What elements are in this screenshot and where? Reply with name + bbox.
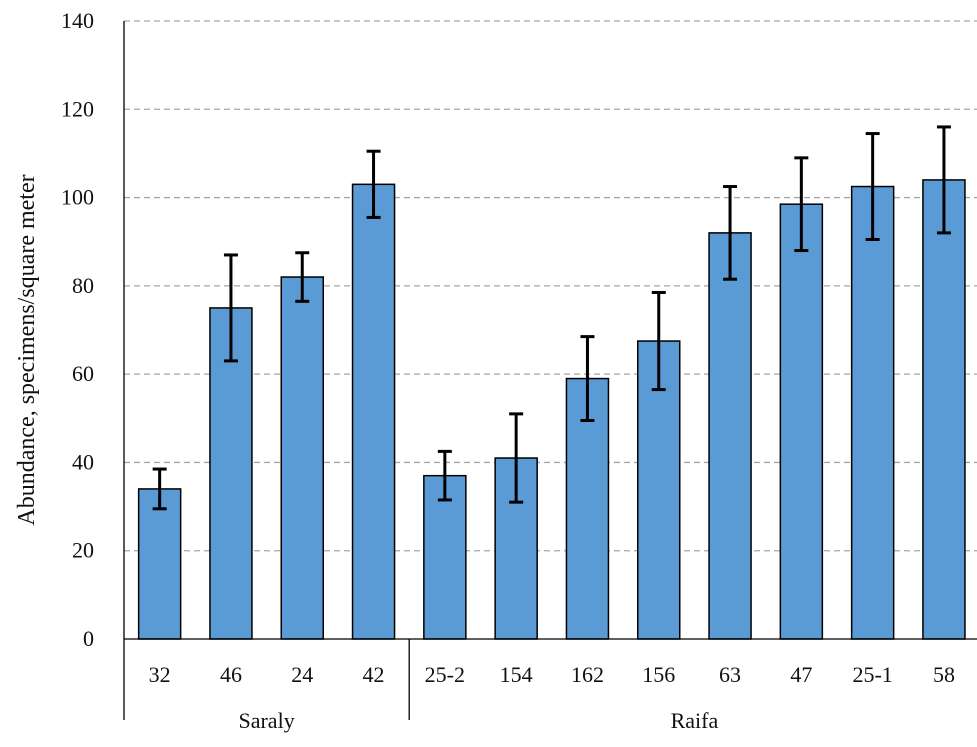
error-bar-46 (223, 253, 238, 363)
error-bar-32 (152, 467, 167, 511)
bars (137, 179, 966, 640)
x-category-label: 63 (719, 662, 741, 687)
bar-47 (779, 203, 824, 640)
y-tick-label: 140 (61, 8, 94, 33)
x-category-label: 154 (500, 662, 533, 687)
error-bar-58 (936, 125, 951, 235)
error-bar-162 (580, 335, 595, 422)
x-category-label: 25-1 (852, 662, 892, 687)
bar-25-1 (850, 185, 895, 640)
bar-46 (209, 307, 253, 640)
y-tick-label: 100 (61, 185, 94, 210)
x-category-label: 24 (291, 662, 313, 687)
y-tick-label: 40 (72, 449, 94, 474)
bar-63 (708, 232, 752, 640)
axes (123, 21, 977, 720)
y-axis-title: Abundance, specimens/square meter (14, 174, 40, 525)
bar-58 (922, 179, 966, 640)
y-tick-label: 0 (83, 626, 94, 651)
y-tick-label: 80 (72, 273, 94, 298)
x-category-label: 42 (363, 662, 385, 687)
error-bar-25-1 (865, 132, 880, 242)
bar-24 (280, 276, 324, 640)
category-labels: 32 46 24 42 25-2 154 162 156 63 47 25-1 58 (149, 662, 955, 687)
x-category-label: 156 (642, 662, 675, 687)
group-labels: Saraly Raifa (238, 708, 718, 733)
gridlines (124, 20, 977, 552)
error-bar-47 (794, 156, 809, 253)
error-bar-25-2 (437, 449, 452, 502)
error-bar-156 (651, 290, 666, 392)
y-tick-labels: 0 20 40 60 80 100 120 140 (61, 8, 94, 651)
error-bar-42 (366, 149, 381, 219)
error-bars (152, 125, 951, 511)
x-category-label: 162 (571, 662, 604, 687)
bar-42 (351, 183, 396, 640)
error-bar-24 (295, 251, 310, 303)
error-bar-154 (509, 412, 524, 504)
x-category-label: 47 (790, 662, 812, 687)
y-tick-label: 20 (72, 538, 94, 563)
x-category-label: 46 (220, 662, 242, 687)
bar-32 (137, 488, 182, 640)
x-category-label: 32 (149, 662, 171, 687)
y-tick-label: 120 (61, 96, 94, 121)
group-label-saraly: Saraly (238, 708, 294, 733)
y-tick-label: 60 (72, 361, 94, 386)
x-category-label: 25-2 (425, 662, 465, 687)
group-label-raifa: Raifa (671, 708, 719, 733)
x-category-label: 58 (933, 662, 955, 687)
error-bar-63 (723, 185, 738, 281)
